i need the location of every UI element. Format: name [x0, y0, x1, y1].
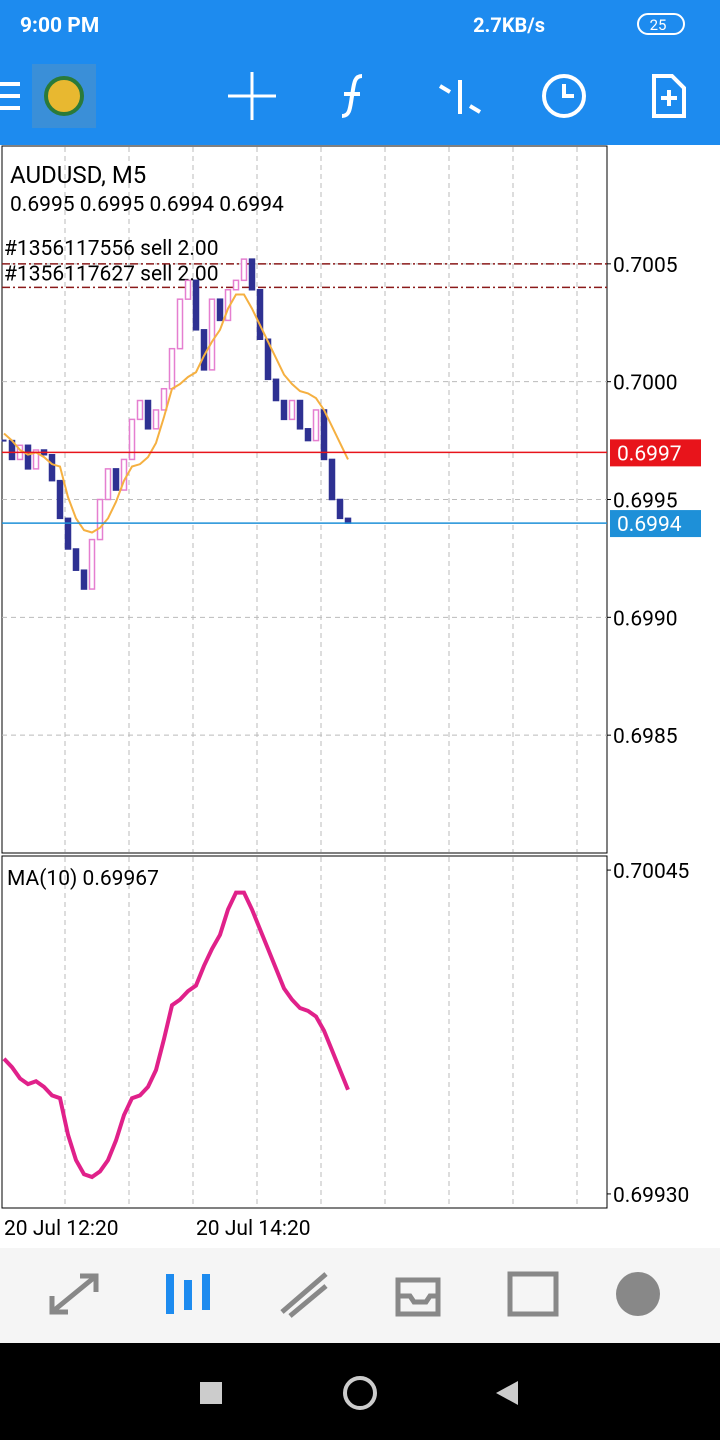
candle — [80, 569, 88, 590]
candle — [56, 479, 64, 520]
candle — [88, 538, 96, 590]
logo-mark — [44, 76, 84, 116]
symbol-title: AUDUSD, M5 — [10, 161, 146, 189]
candle — [184, 279, 192, 300]
candle — [136, 399, 144, 421]
candle — [48, 453, 56, 482]
ohlc-readout: 0.6995 0.6995 0.6994 0.6994 — [10, 193, 284, 217]
candle — [328, 458, 336, 501]
candle — [280, 399, 288, 421]
indicator-title: MA(10) 0.69967 — [7, 867, 159, 891]
system-nav — [0, 1343, 720, 1440]
bottom-nav — [0, 1248, 720, 1343]
candle — [72, 548, 80, 571]
y-tick-label: 0.7005 — [613, 254, 678, 278]
home-button[interactable] — [343, 1376, 377, 1410]
menu-button[interactable] — [0, 82, 20, 110]
new-order-button[interactable] — [652, 74, 686, 118]
price-tag-label: 0.6994 — [617, 513, 682, 537]
candle — [248, 258, 256, 291]
candle — [104, 468, 112, 501]
y-tick-label: 0.7000 — [613, 372, 678, 396]
candle — [264, 338, 272, 381]
price-tag — [610, 439, 701, 467]
indicator-frame — [1, 855, 608, 1209]
candle — [240, 258, 248, 282]
battery-icon — [637, 13, 685, 35]
ma-line — [3, 293, 349, 534]
y-tick-label: 0.69930 — [613, 1184, 689, 1208]
candle — [168, 347, 176, 390]
candle — [128, 418, 136, 461]
status-time: 9:00 PM — [20, 14, 99, 38]
timeframe-button[interactable] — [542, 74, 586, 118]
history-tab[interactable] — [395, 1277, 441, 1317]
candle — [208, 298, 216, 371]
candle — [152, 409, 160, 430]
y-tick-label: 0.70045 — [613, 860, 689, 884]
candle — [312, 409, 320, 442]
chart-tab[interactable] — [166, 1274, 210, 1314]
back-button[interactable] — [496, 1381, 518, 1405]
price-tag-label: 0.6997 — [617, 442, 682, 466]
y-tick-label: 0.6985 — [613, 725, 678, 749]
battery-level: 25 — [650, 16, 667, 34]
trade-button[interactable] — [438, 80, 482, 114]
status-speed: 2.7KB/s — [473, 13, 545, 37]
candle — [256, 289, 264, 340]
candle — [296, 399, 304, 430]
candle — [1, 439, 7, 442]
toolbar — [0, 64, 686, 128]
crosshair-button[interactable] — [228, 72, 276, 120]
price-tag — [610, 510, 701, 538]
ma-line — [2, 890, 350, 1180]
bottom-nav-icons — [49, 1271, 660, 1318]
candle — [336, 498, 344, 520]
trade-tab[interactable] — [280, 1272, 328, 1318]
candle — [176, 298, 184, 350]
candle — [112, 468, 120, 491]
quotes-tab[interactable] — [49, 1273, 99, 1315]
indicators-button[interactable] — [341, 74, 363, 118]
candle — [96, 498, 104, 541]
y-tick-label: 0.6990 — [613, 607, 678, 631]
candle — [288, 399, 296, 421]
candle — [32, 449, 40, 470]
x-tick-label: 20 Jul 14:20 — [196, 1217, 311, 1241]
candle — [272, 378, 280, 402]
candle — [24, 444, 32, 470]
top-bar — [0, 0, 720, 145]
candle — [192, 279, 200, 331]
candle — [216, 298, 224, 322]
y-tick-label: 0.6995 — [613, 490, 678, 514]
candle — [64, 517, 72, 550]
candle — [160, 387, 168, 411]
news-tab[interactable] — [507, 1271, 559, 1317]
clock-hands — [562, 84, 574, 98]
candle — [304, 428, 312, 442]
order-label: #1356117556 sell 2.00 — [4, 237, 219, 261]
candle — [144, 399, 152, 430]
order-label: #1356117627 sell 2.00 — [4, 262, 219, 286]
chat-tab[interactable] — [616, 1272, 660, 1316]
candle — [232, 279, 240, 291]
candle — [200, 329, 208, 371]
recent-button[interactable] — [200, 1382, 222, 1404]
x-tick-label: 20 Jul 12:20 — [4, 1217, 119, 1241]
